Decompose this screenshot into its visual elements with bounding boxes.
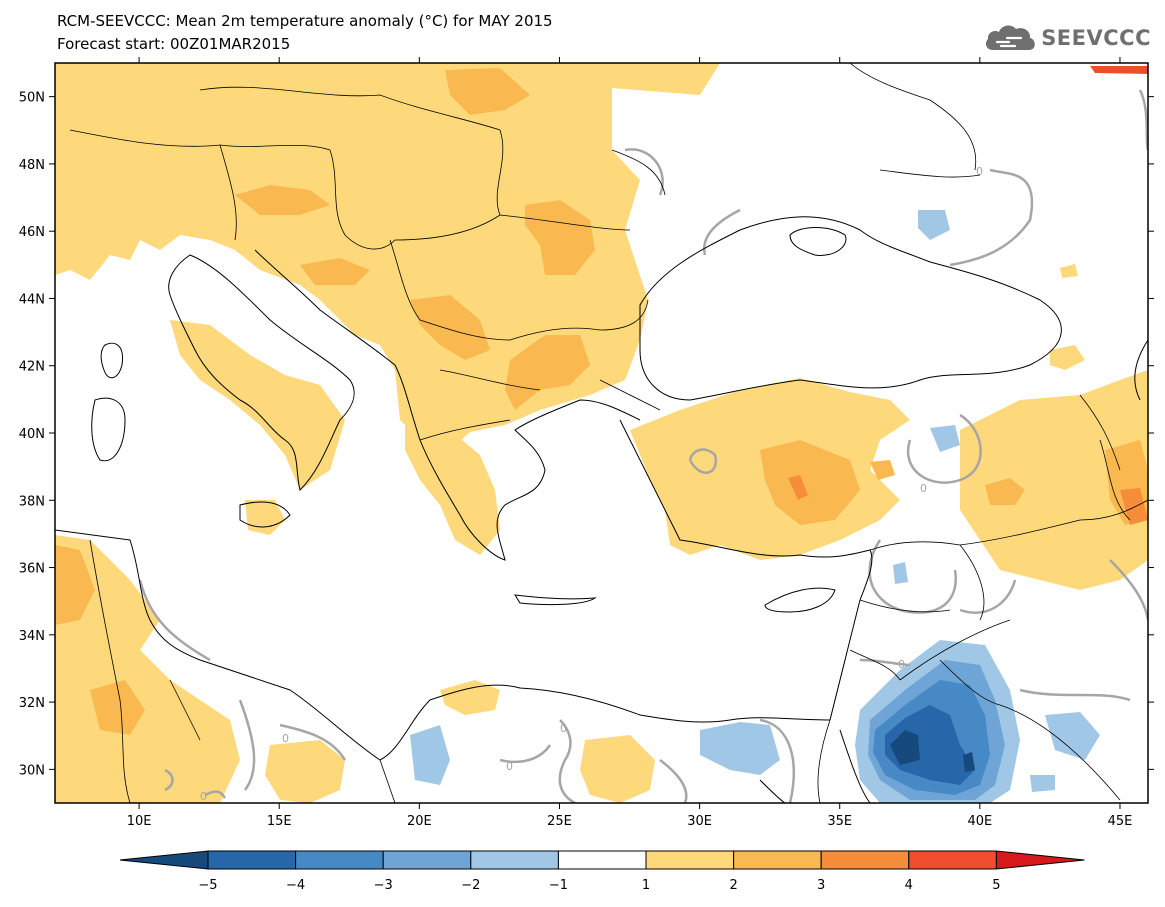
x-tick-label: 45E	[1108, 814, 1133, 829]
x-tick-label: 30E	[687, 814, 712, 829]
coastlines	[55, 216, 1148, 803]
colorbar-label: −2	[461, 878, 480, 893]
anomaly-area-2-3-libya-west	[90, 680, 145, 735]
logo-text: SEEVCCC	[1041, 26, 1151, 50]
anomaly-area-neg-egypt-west	[410, 725, 450, 785]
anomaly-area-2-3-east-turkey-core	[985, 478, 1025, 505]
anomaly-area-1-2-italy	[170, 320, 345, 490]
colorbar-swatch	[645, 850, 735, 870]
forecast-start: Forecast start: 00Z01MAR2015	[57, 35, 291, 53]
anomaly-area-neg-nile-delta	[700, 722, 780, 775]
colorbar-swatch	[908, 850, 997, 870]
country-borders	[69, 63, 1148, 803]
colorbar: −5 −4 −3 −2 −1 1 2 3 4 5	[119, 850, 1085, 893]
colorbar-label: 4	[905, 878, 913, 893]
colorbar-swatch	[733, 850, 822, 870]
contour-label: 0	[898, 658, 905, 671]
anomaly-area-2-3-turkey-center	[870, 460, 895, 480]
y-tick-label: 44N	[19, 292, 45, 307]
colorbar-label: −1	[549, 878, 568, 893]
anomaly-area-1-2-libya-south	[265, 740, 345, 803]
anomaly-area-2-3-bulgaria	[505, 335, 590, 410]
colorbar-swatch	[382, 850, 472, 870]
x-tick-label: 35E	[827, 814, 852, 829]
colorbar-label: 3	[817, 878, 825, 893]
x-tick-label: 40E	[967, 814, 992, 829]
y-tick-label: 46N	[19, 225, 45, 240]
anomaly-fill-layer: 0 0 0 0 0 0 0	[55, 63, 1148, 803]
anomaly-area-2-3-ukraine-north	[445, 68, 530, 115]
colorbar-swatch	[557, 850, 647, 870]
colorbar-label: 5	[992, 878, 1000, 893]
colorbar-swatch	[295, 850, 384, 870]
anomaly-area-neg-kuwait	[1030, 775, 1055, 792]
contour-label: 0	[506, 760, 513, 773]
x-tick-label: 15E	[267, 814, 292, 829]
contour-label: 0	[282, 732, 289, 745]
colorbar-swatch-high	[995, 850, 1085, 870]
colorbar-label: −3	[374, 878, 393, 893]
anomaly-area-neg-saudi-4	[885, 705, 975, 785]
x-tick-label: 25E	[547, 814, 572, 829]
contour-label: 0	[200, 790, 207, 803]
colorbar-label: 2	[729, 878, 737, 893]
y-tick-label: 30N	[19, 763, 45, 778]
anomaly-area-2-3-bosnia	[300, 258, 370, 285]
colorbar-swatch-low	[119, 850, 209, 870]
anomaly-area-neg-iraq-south	[1045, 712, 1100, 760]
contour-label: 0	[560, 722, 567, 735]
anomaly-area-1-2-cyrenaica	[440, 680, 500, 715]
colorbar-label: 1	[642, 878, 650, 893]
anomaly-area-1-2-caucasus-north	[1060, 264, 1078, 278]
colorbar-swatch	[207, 850, 297, 870]
y-tick-label: 38N	[19, 494, 45, 509]
anomaly-area-neg-turkey	[930, 425, 960, 452]
y-axis: 30N 32N 34N 36N 38N 40N 42N 44N 46N 48N 50N	[19, 91, 1154, 778]
colorbar-swatch	[820, 850, 910, 870]
anomaly-area-3-4-anatolia	[788, 475, 808, 500]
anomaly-area-1-2-black-sea-east	[1050, 345, 1085, 370]
y-tick-label: 50N	[19, 91, 45, 106]
contour-label: 0	[920, 482, 927, 495]
anomaly-area-2-3-algeria	[55, 545, 95, 625]
anomaly-area-2-3-romania	[525, 200, 595, 275]
y-tick-label: 48N	[19, 158, 45, 173]
y-tick-label: 40N	[19, 427, 45, 442]
anomaly-area-2-3-serbia	[410, 295, 490, 360]
map-title: RCM-SEEVCCC: Mean 2m temperature anomaly…	[57, 12, 553, 30]
x-tick-label: 10E	[127, 814, 152, 829]
anomaly-area-neg-azov	[918, 210, 950, 240]
anomaly-area-2-3-anatolia-core	[760, 440, 860, 525]
seevccc-logo: SEEVCCC	[983, 22, 1151, 54]
anomaly-area-1-2-egypt-west	[580, 735, 655, 803]
anomaly-area-3-4-northeast	[1090, 66, 1148, 74]
x-tick-label: 20E	[407, 814, 432, 829]
anomaly-area-3-4-iraq	[1120, 488, 1148, 525]
anomaly-area-1-2-greece	[405, 420, 500, 555]
colorbar-label: −4	[286, 878, 305, 893]
y-tick-label: 42N	[19, 360, 45, 375]
y-tick-label: 34N	[19, 629, 45, 644]
y-tick-label: 36N	[19, 562, 45, 577]
anomaly-area-neg-syria	[893, 562, 908, 584]
colorbar-label: −5	[198, 878, 217, 893]
contour-label: 0	[976, 165, 983, 178]
x-axis: 10E 15E 20E 25E 30E 35E 40E 45E	[127, 57, 1133, 829]
anomaly-area-2-3-hungary	[235, 185, 330, 215]
y-tick-label: 32N	[19, 696, 45, 711]
anomaly-area-neg-saudi-5	[890, 730, 920, 765]
colorbar-swatch	[470, 850, 559, 870]
zero-contour-labels: 0 0 0 0 0 0 0	[200, 165, 983, 803]
anomaly-area-neg-saudi-6	[963, 752, 975, 772]
cloud-logo-icon	[986, 25, 1035, 50]
